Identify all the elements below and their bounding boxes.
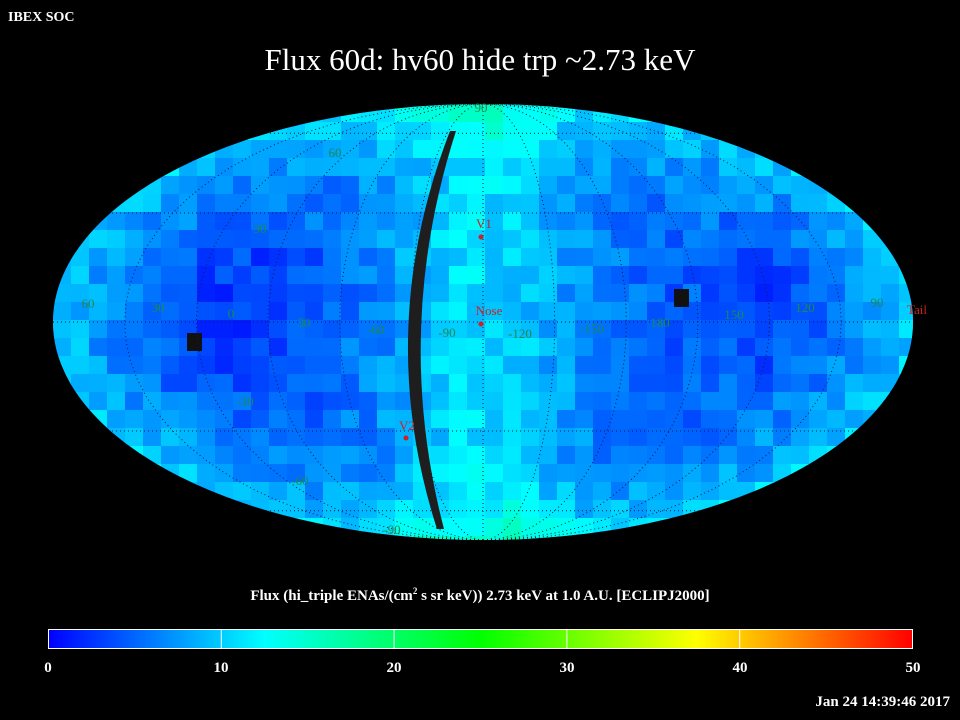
lon-label: 0: [228, 306, 235, 321]
graticule: [53, 104, 913, 540]
colorbar-title: Flux (hi_triple ENAs/(cm2 s sr keV)) 2.7…: [0, 586, 960, 605]
tail-label: Tail: [907, 302, 927, 317]
v1-marker: [478, 234, 484, 240]
colorbar: [48, 629, 913, 649]
v2-label: V2: [399, 418, 415, 433]
lon-label: 120: [795, 300, 815, 315]
lon-label: -90: [438, 325, 455, 340]
colorbar-tick: 40: [732, 660, 748, 676]
lat-label: 90: [475, 100, 488, 115]
colorbar-title-post: s sr keV)) 2.73 keV at 1.0 A.U. [ECLIPJ2…: [417, 588, 710, 604]
colorbar-tick: 30: [559, 660, 575, 676]
no-data-block: [187, 333, 202, 351]
plot-title: Flux 60d: hv60 hide trp ~2.73 keV: [264, 42, 696, 77]
colorbar-title-pre: Flux (hi_triple ENAs/(cm: [250, 588, 413, 604]
lon-label: 30: [152, 300, 165, 315]
lon-label: 180: [650, 315, 670, 330]
lat-label: -30: [236, 394, 253, 409]
nose-marker: [478, 321, 484, 327]
organization-label: IBEX SOC: [8, 10, 75, 25]
lon-label: 30: [298, 315, 311, 330]
lon-label: 90: [871, 295, 884, 310]
lon-label: -60: [367, 322, 384, 337]
v2-marker: [403, 435, 409, 441]
lon-label: 60: [82, 296, 95, 311]
markers: V1 Nose V2 Tail: [399, 216, 927, 441]
lat-label: 30: [254, 221, 267, 236]
coordinate-labels: 90 60 30 -30 -60 -90 60 30 0 30 -60 -90 …: [82, 100, 884, 537]
lon-label: 150: [724, 307, 744, 322]
sky-map: 90 60 30 -30 -60 -90 60 30 0 30 -60 -90 …: [53, 100, 927, 540]
excluded-band: [407, 131, 456, 529]
colorbar-title-sup: 2: [412, 586, 418, 596]
lat-label: -60: [291, 473, 308, 488]
colorbar-tick: 20: [386, 660, 402, 676]
lon-label: -120: [508, 326, 532, 341]
nose-label: Nose: [476, 303, 503, 318]
timestamp: Jan 24 14:39:46 2017: [815, 694, 950, 710]
lon-label: -150: [580, 321, 604, 336]
no-data-block: [674, 289, 689, 307]
colorbar-tick: 10: [213, 660, 229, 676]
colorbar-tick: 0: [44, 660, 52, 676]
v1-label: V1: [476, 216, 492, 231]
lat-label: 60: [329, 145, 342, 160]
lat-label: -90: [383, 522, 400, 537]
colorbar-tick: 50: [905, 660, 921, 676]
flux-pixel-grid: [53, 104, 913, 540]
